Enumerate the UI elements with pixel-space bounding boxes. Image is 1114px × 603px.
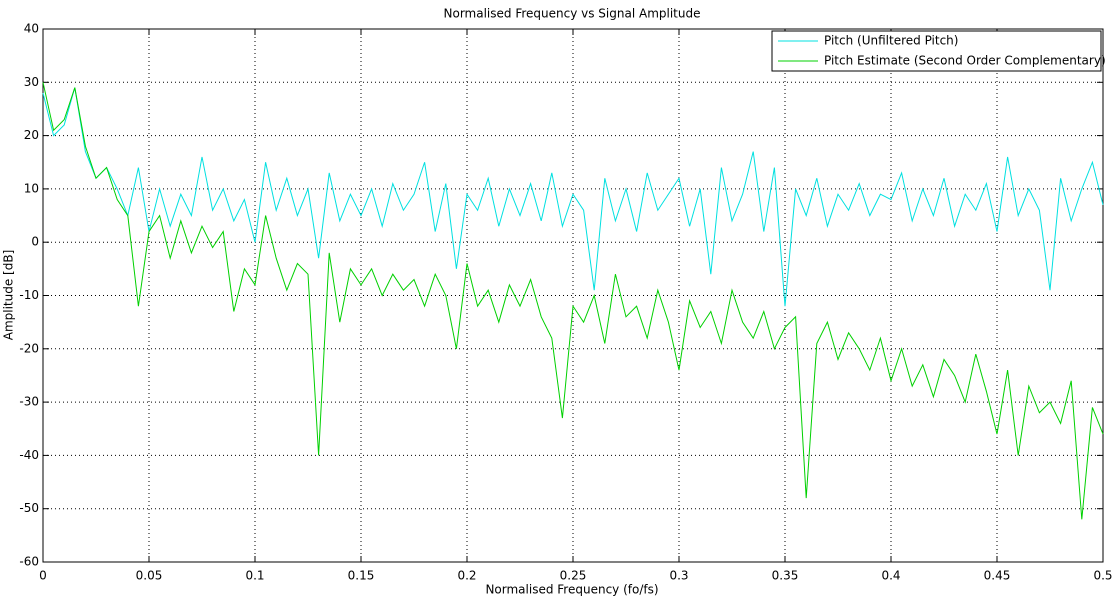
y-tick-label: 0 bbox=[31, 235, 39, 249]
legend-box bbox=[771, 30, 1102, 72]
y-tick-label: 30 bbox=[24, 75, 39, 89]
x-tick-label: 0.2 bbox=[457, 569, 476, 583]
y-tick-label: 10 bbox=[24, 181, 39, 195]
legend-label: Pitch Estimate (Second Order Complementa… bbox=[824, 54, 1106, 68]
x-tick-label: 0.4 bbox=[881, 569, 900, 583]
y-tick-label: -40 bbox=[19, 448, 39, 462]
series-line bbox=[42, 87, 1104, 307]
x-tick-label: 0 bbox=[39, 569, 47, 583]
y-axis-label: Amplitude [dB] bbox=[2, 250, 16, 341]
y-tick-label: -20 bbox=[19, 341, 39, 355]
x-axis-label: Normalised Frequency (fo/fs) bbox=[485, 583, 658, 597]
legend-label: Pitch (Unfiltered Pitch) bbox=[824, 34, 958, 48]
x-tick-label: 0.5 bbox=[1093, 569, 1112, 583]
x-tick-label: 0.45 bbox=[984, 569, 1011, 583]
x-tick-label: 0.25 bbox=[560, 569, 587, 583]
plot-frame bbox=[42, 28, 1104, 563]
y-tick-label: -60 bbox=[19, 555, 39, 569]
chart-title: Normalised Frequency vs Signal Amplitude bbox=[444, 7, 701, 21]
y-tick-label: -10 bbox=[19, 288, 39, 302]
series-line bbox=[42, 82, 1104, 520]
x-tick-label: 0.05 bbox=[136, 569, 163, 583]
x-tick-label: 0.15 bbox=[348, 569, 375, 583]
x-tick-label: 0.3 bbox=[669, 569, 688, 583]
y-tick-label: -30 bbox=[19, 395, 39, 409]
y-tick-label: 20 bbox=[24, 128, 39, 142]
x-tick-label: 0.1 bbox=[245, 569, 264, 583]
y-tick-label: 40 bbox=[24, 22, 39, 36]
x-tick-label: 0.35 bbox=[772, 569, 799, 583]
y-tick-label: -50 bbox=[19, 501, 39, 515]
